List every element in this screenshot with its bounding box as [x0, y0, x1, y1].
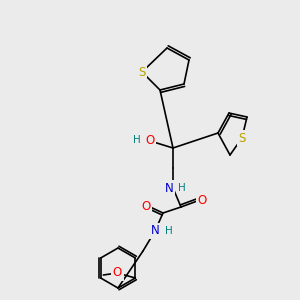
Text: S: S — [238, 131, 246, 145]
Text: N: N — [151, 224, 159, 238]
Text: O: O — [141, 200, 151, 212]
Text: O: O — [197, 194, 207, 206]
Text: H: H — [178, 183, 186, 193]
Text: H: H — [165, 226, 173, 236]
Text: S: S — [138, 65, 146, 79]
Text: N: N — [165, 182, 173, 194]
Text: H: H — [133, 135, 141, 145]
Text: O: O — [113, 266, 122, 280]
Text: O: O — [146, 134, 154, 146]
